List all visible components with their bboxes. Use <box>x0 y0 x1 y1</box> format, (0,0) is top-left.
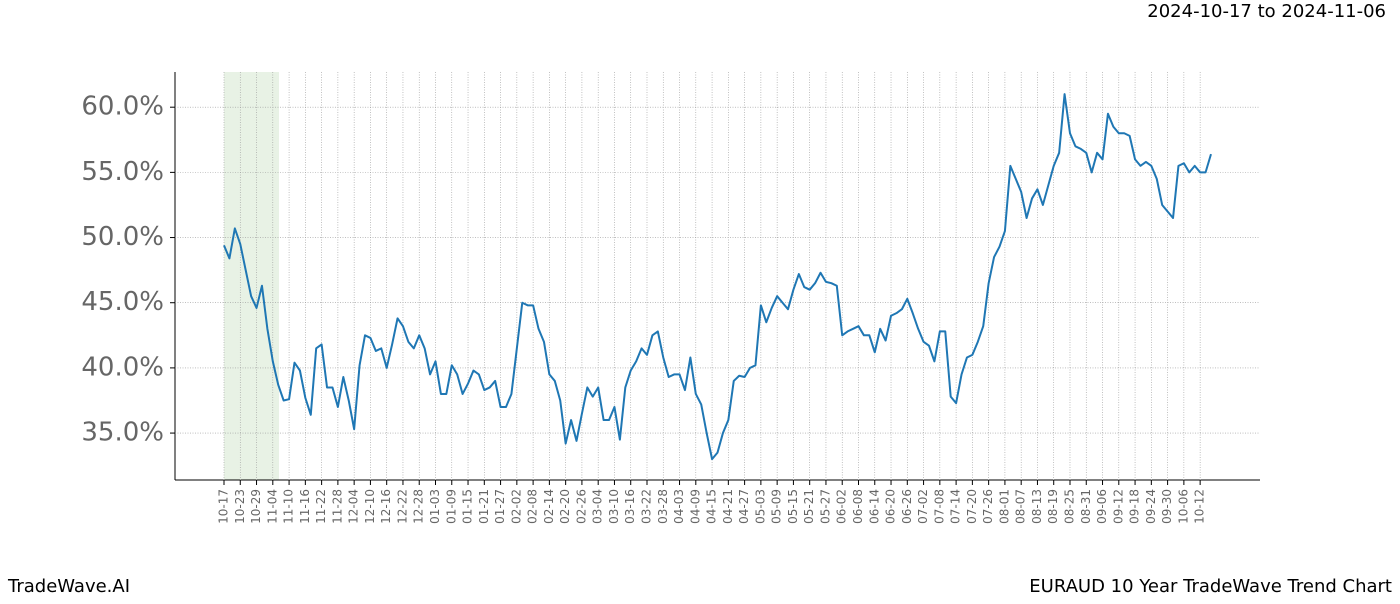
x-tick-label: 03-28 <box>656 489 670 524</box>
x-tick-label: 11-22 <box>314 489 328 524</box>
y-tick-label: 35.0% <box>81 418 164 448</box>
x-tick-label: 01-21 <box>477 489 491 524</box>
y-tick-label: 55.0% <box>81 157 164 187</box>
x-tick-label: 11-16 <box>298 489 312 524</box>
x-tick-label: 05-21 <box>802 489 816 524</box>
x-tick-label: 03-22 <box>639 489 653 524</box>
x-tick-label: 03-10 <box>607 489 621 524</box>
x-tick-label: 12-28 <box>412 489 426 524</box>
x-tick-label: 10-17 <box>217 489 231 524</box>
x-tick-label: 10-06 <box>1176 489 1190 524</box>
x-tick-label: 06-02 <box>835 489 849 524</box>
y-tick-label: 45.0% <box>81 287 164 317</box>
x-tick-label: 05-03 <box>753 489 767 524</box>
x-tick-label: 11-28 <box>330 489 344 524</box>
x-tick-label: 10-23 <box>233 489 247 524</box>
x-tick-label: 11-10 <box>282 489 296 524</box>
x-tick-label: 12-04 <box>347 489 361 524</box>
x-tick-label: 02-08 <box>526 489 540 524</box>
x-tick-label: 02-14 <box>542 489 556 524</box>
x-tick-label: 08-19 <box>1046 489 1060 524</box>
x-tick-label: 08-13 <box>1030 489 1044 524</box>
x-tick-label: 03-04 <box>591 489 605 524</box>
x-tick-label: 09-18 <box>1128 489 1142 524</box>
x-tick-label: 07-02 <box>916 489 930 524</box>
x-tick-label: 06-26 <box>900 489 914 524</box>
x-tick-label: 04-03 <box>672 489 686 524</box>
x-tick-label: 08-07 <box>1014 489 1028 524</box>
x-tick-label: 05-27 <box>818 489 832 524</box>
x-tick-label: 06-20 <box>884 489 898 524</box>
x-tick-label: 07-08 <box>932 489 946 524</box>
x-tick-label: 01-27 <box>493 489 507 524</box>
line <box>223 93 1212 461</box>
x-tick-label: 11-04 <box>265 489 279 524</box>
chart-subtitle: 2024-10-17 to 2024-11-06 <box>1147 1 1386 22</box>
x-tick-label: 10-29 <box>249 489 263 524</box>
y-tick-label: 60.0% <box>81 92 164 122</box>
x-tick-label: 08-31 <box>1079 489 1093 524</box>
x-tick-label: 01-09 <box>444 489 458 524</box>
x-tick-label: 04-15 <box>705 489 719 524</box>
x-tick-label: 04-09 <box>688 489 702 524</box>
x-tick-label: 09-06 <box>1095 489 1109 524</box>
x-tick-label: 06-14 <box>867 489 881 524</box>
x-tick-label: 07-14 <box>949 489 963 524</box>
x-tick-label: 12-22 <box>395 489 409 524</box>
y-tick-label: 50.0% <box>81 222 164 252</box>
x-tick-label: 06-08 <box>851 489 865 524</box>
x-tick-label: 01-03 <box>428 489 442 524</box>
x-tick-label: 02-20 <box>558 489 572 524</box>
x-tick-label: 02-02 <box>509 489 523 524</box>
x-tick-label: 09-12 <box>1111 489 1125 524</box>
x-tick-label: 05-15 <box>786 489 800 524</box>
x-tick-label: 03-16 <box>623 489 637 524</box>
x-tick-label: 07-26 <box>981 489 995 524</box>
x-tick-label: 07-20 <box>965 489 979 524</box>
x-tick-label: 09-24 <box>1144 489 1158 524</box>
x-tick-label: 02-26 <box>574 489 588 524</box>
x-tick-label: 10-12 <box>1193 489 1207 524</box>
x-tick-label: 04-21 <box>721 489 735 524</box>
x-tick-label: 05-09 <box>770 489 784 524</box>
chart-title: EURAUD 10 Year TradeWave Trend Chart <box>1029 576 1392 597</box>
x-tick-label: 12-16 <box>379 489 393 524</box>
brand: TradeWave.AI <box>7 576 130 597</box>
x-tick-label: 01-15 <box>461 489 475 524</box>
x-tick-label: 12-10 <box>363 489 377 524</box>
highlight-band <box>224 72 279 480</box>
x-tick-label: 08-01 <box>997 489 1011 524</box>
x-tick-label: 09-30 <box>1160 489 1174 524</box>
x-tick-label: 08-25 <box>1062 489 1076 524</box>
y-tick-label: 40.0% <box>81 352 164 382</box>
x-tick-label: 04-27 <box>737 489 751 524</box>
